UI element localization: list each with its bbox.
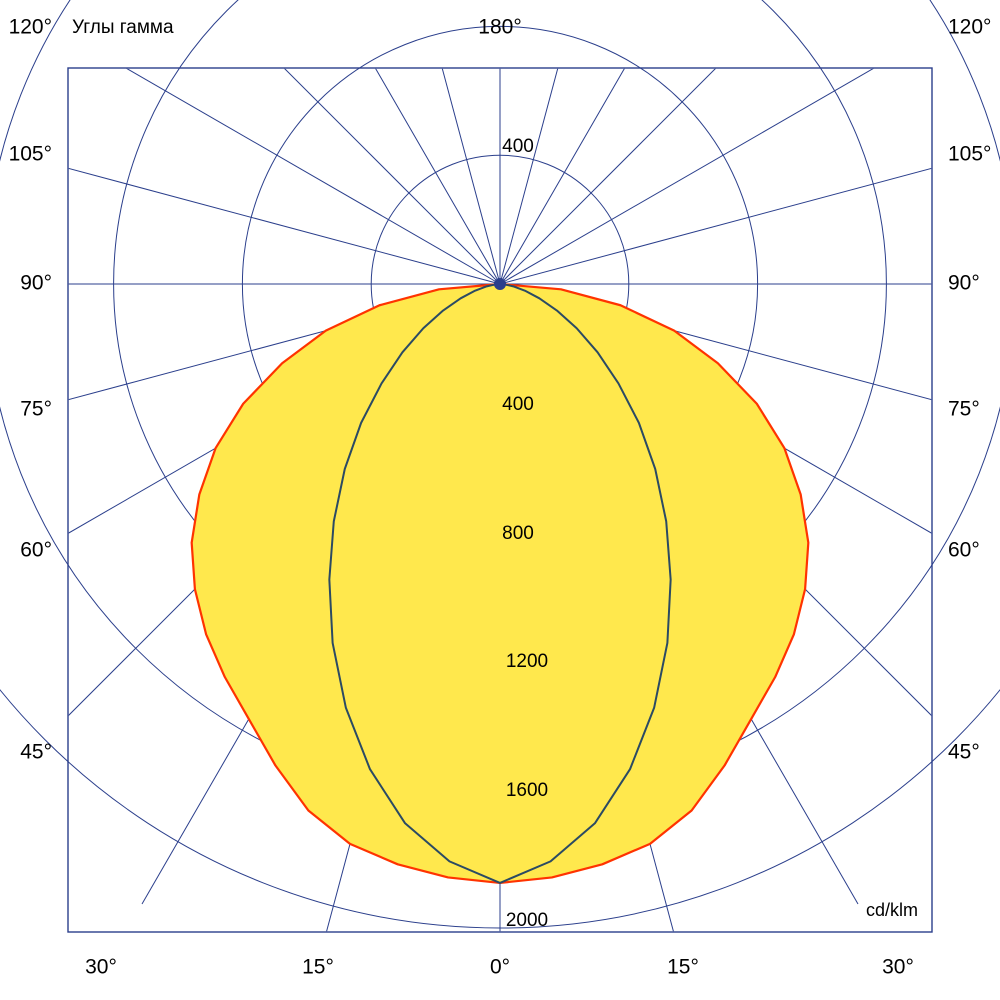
- spoke-135r: [499, 68, 717, 285]
- spoke-150r: [499, 68, 625, 285]
- right-label-120: 120°: [948, 16, 991, 39]
- bottom-axis-labels: 30° 15° 0° 15° 30°: [85, 956, 914, 979]
- left-label-120: 120°: [9, 16, 52, 39]
- bottom-label-0: 0°: [490, 956, 510, 979]
- right-label-90: 90°: [948, 272, 980, 295]
- spoke-120l: [126, 68, 501, 285]
- spoke-120r: [499, 68, 874, 285]
- left-axis-labels: 120° 105° 90° 75° 60° 45°: [9, 16, 52, 764]
- intensity-curve-group: [190, 278, 810, 885]
- right-axis-labels: 120° 105° 90° 75° 60° 45°: [948, 16, 991, 764]
- ring-label-400-upper: 400: [502, 136, 534, 157]
- ring-label-1600: 1600: [506, 780, 548, 801]
- unit-label: cd/klm: [866, 900, 918, 920]
- ring-label-1200: 1200: [506, 651, 548, 672]
- bottom-label-30l: 30°: [85, 956, 117, 979]
- left-label-90: 90°: [20, 272, 52, 295]
- spoke-135l: [283, 68, 501, 285]
- left-label-60: 60°: [20, 539, 52, 562]
- spoke-150l: [375, 68, 501, 285]
- ring-label-2000: 2000: [506, 910, 548, 931]
- origin-marker: [494, 278, 506, 290]
- ring-label-400-lower: 400: [502, 394, 534, 415]
- right-label-45: 45°: [948, 741, 980, 764]
- right-label-105: 105°: [948, 143, 991, 166]
- right-label-60: 60°: [948, 539, 980, 562]
- bottom-label-15r: 15°: [667, 956, 699, 979]
- bottom-label-15l: 15°: [302, 956, 334, 979]
- spoke-105l: [68, 167, 501, 285]
- left-label-45: 45°: [20, 741, 52, 764]
- curve-c90-c270: [328, 283, 672, 884]
- spoke-165r: [499, 68, 559, 285]
- chart-title: Углы гамма: [72, 17, 174, 38]
- ring-label-800: 800: [502, 523, 534, 544]
- right-label-75: 75°: [948, 398, 980, 421]
- left-label-75: 75°: [20, 398, 52, 421]
- spoke-165l: [441, 68, 501, 285]
- left-label-105: 105°: [9, 143, 52, 166]
- ring-value-labels: 400 400 800 1200 1600 2000: [502, 136, 548, 931]
- bottom-label-30r: 30°: [882, 956, 914, 979]
- top-label-180: 180°: [478, 16, 521, 39]
- spoke-105r: [499, 167, 932, 285]
